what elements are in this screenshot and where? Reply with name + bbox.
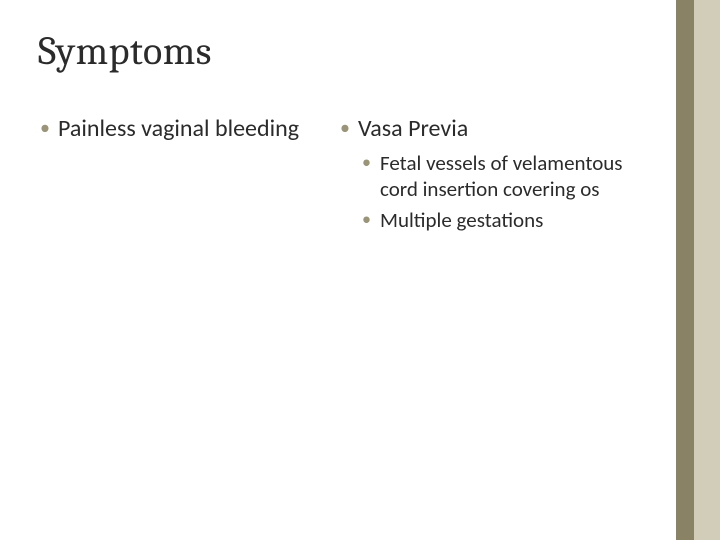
slide-body: Symptoms Painless vaginal bleeding Vasa …	[0, 0, 676, 540]
list-subitem-text: Multiple gestations	[380, 207, 543, 233]
accent-bar-dark	[676, 0, 694, 540]
content-columns: Painless vaginal bleeding Vasa Previa Fe…	[38, 114, 656, 237]
accent-bar-light	[694, 0, 720, 540]
list-subitem-text: Fetal vessels of velamentous cord insert…	[380, 150, 623, 202]
left-column: Painless vaginal bleeding	[38, 114, 318, 237]
list-subitem: Fetal vessels of velamentous cord insert…	[360, 150, 656, 203]
right-list: Vasa Previa Fetal vessels of velamentous…	[338, 114, 656, 233]
slide-title: Symptoms	[38, 28, 656, 74]
left-list: Painless vaginal bleeding	[38, 114, 318, 144]
list-subitem: Multiple gestations	[360, 207, 656, 233]
list-item-text: Vasa Previa	[358, 114, 468, 143]
list-item-text: Painless vaginal bleeding	[58, 114, 299, 143]
list-item: Painless vaginal bleeding	[38, 114, 318, 144]
right-column: Vasa Previa Fetal vessels of velamentous…	[338, 114, 656, 237]
list-item: Vasa Previa	[338, 114, 656, 144]
